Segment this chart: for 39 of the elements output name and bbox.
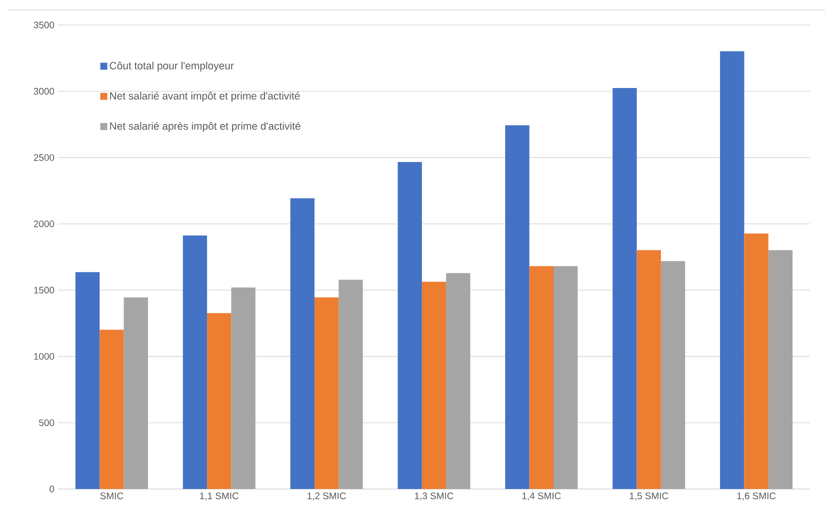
y-tick-label: 3000: [34, 88, 54, 95]
bar: [182, 236, 208, 489]
bar: [612, 88, 637, 489]
legend-label: Côut total pour l'employeur: [110, 62, 234, 72]
x-tick-label: 1,5 SMIC: [630, 492, 668, 500]
bar: [768, 250, 793, 489]
legend-label: Net salarié avant impôt et prime d'activité: [110, 92, 300, 102]
y-tick-label: 2000: [34, 220, 54, 228]
y-tick-label: 1500: [34, 286, 54, 294]
bar: [100, 330, 124, 489]
bar: [720, 51, 744, 489]
bar: [660, 261, 686, 489]
bar: [744, 234, 768, 489]
bar: [554, 266, 578, 489]
bar: [75, 272, 100, 489]
x-tick-label: 1,6 SMIC: [737, 492, 776, 500]
bar: [398, 162, 422, 489]
x-tick-label: 1,3 SMIC: [415, 492, 454, 500]
x-tick-label: SMIC: [100, 492, 124, 500]
y-tick-label: 3500: [34, 22, 54, 28]
bar: [290, 198, 314, 489]
bar: [207, 313, 232, 489]
bar: [314, 297, 339, 489]
bar: [338, 280, 363, 489]
bar: [422, 282, 446, 489]
y-tick-label: 2500: [34, 154, 54, 161]
bar: [636, 250, 661, 489]
bar: [529, 266, 554, 489]
y-tick-label: 500: [39, 419, 54, 426]
x-tick-label: 1,1 SMIC: [200, 492, 239, 500]
bar: [124, 297, 148, 489]
y-tick-label: 0: [50, 486, 54, 492]
x-tick-label: 1,2 SMIC: [308, 492, 346, 500]
bar: [505, 125, 530, 489]
bar: [446, 273, 470, 489]
bar: [231, 287, 256, 489]
y-tick-label: 1000: [34, 353, 54, 360]
x-tick-label: 1,4 SMIC: [522, 492, 561, 500]
legend-label: Net salarié après impôt et prime d'activité: [110, 122, 300, 132]
